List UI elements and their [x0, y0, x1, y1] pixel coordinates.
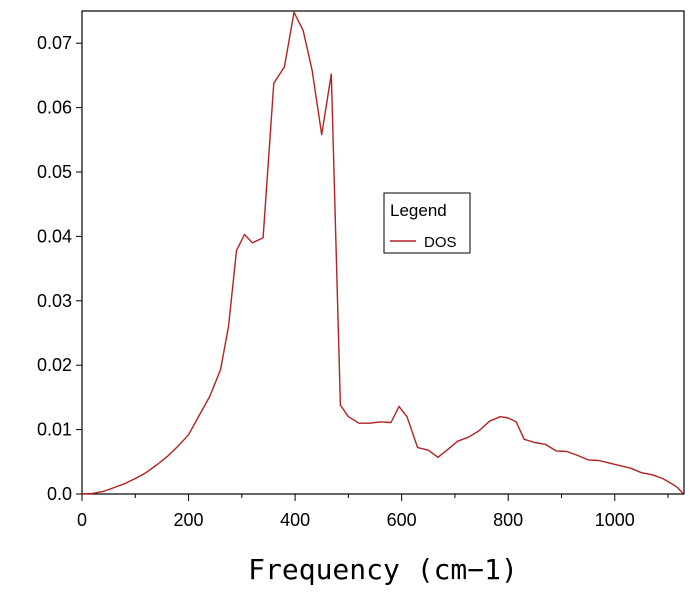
x-axis-title: Frequency (cm−1) — [248, 553, 518, 586]
x-tick-label: 800 — [493, 510, 523, 530]
x-axis: 0 200 400 600 800 1000 — [77, 494, 669, 530]
y-tick-label: 0.03 — [37, 291, 72, 311]
y-tick-label: 0.06 — [37, 98, 72, 118]
legend-box — [383, 192, 471, 254]
legend-title: Legend — [390, 201, 447, 220]
y-axis: 0.0 0.01 0.02 0.03 0.04 0.05 0.06 0.07 — [37, 33, 82, 504]
y-tick-label: 0.07 — [37, 33, 72, 53]
x-tick-label: 0 — [77, 510, 87, 530]
y-tick-label: 0.01 — [37, 420, 72, 440]
x-tick-label: 200 — [174, 510, 204, 530]
x-tick-label: 400 — [280, 510, 310, 530]
y-tick-label: 0.04 — [37, 226, 72, 246]
y-tick-label: 0.05 — [37, 162, 72, 182]
plot-frame — [81, 10, 685, 495]
y-tick-label: 0.02 — [37, 355, 72, 375]
series-line-dos — [81, 11, 684, 495]
x-tick-label: 600 — [387, 510, 417, 530]
x-tick-label: 1000 — [595, 510, 635, 530]
legend-entry-dos: DOS — [424, 234, 457, 251]
y-tick-label: 0.0 — [47, 484, 72, 504]
legend: Legend DOS — [383, 192, 471, 254]
